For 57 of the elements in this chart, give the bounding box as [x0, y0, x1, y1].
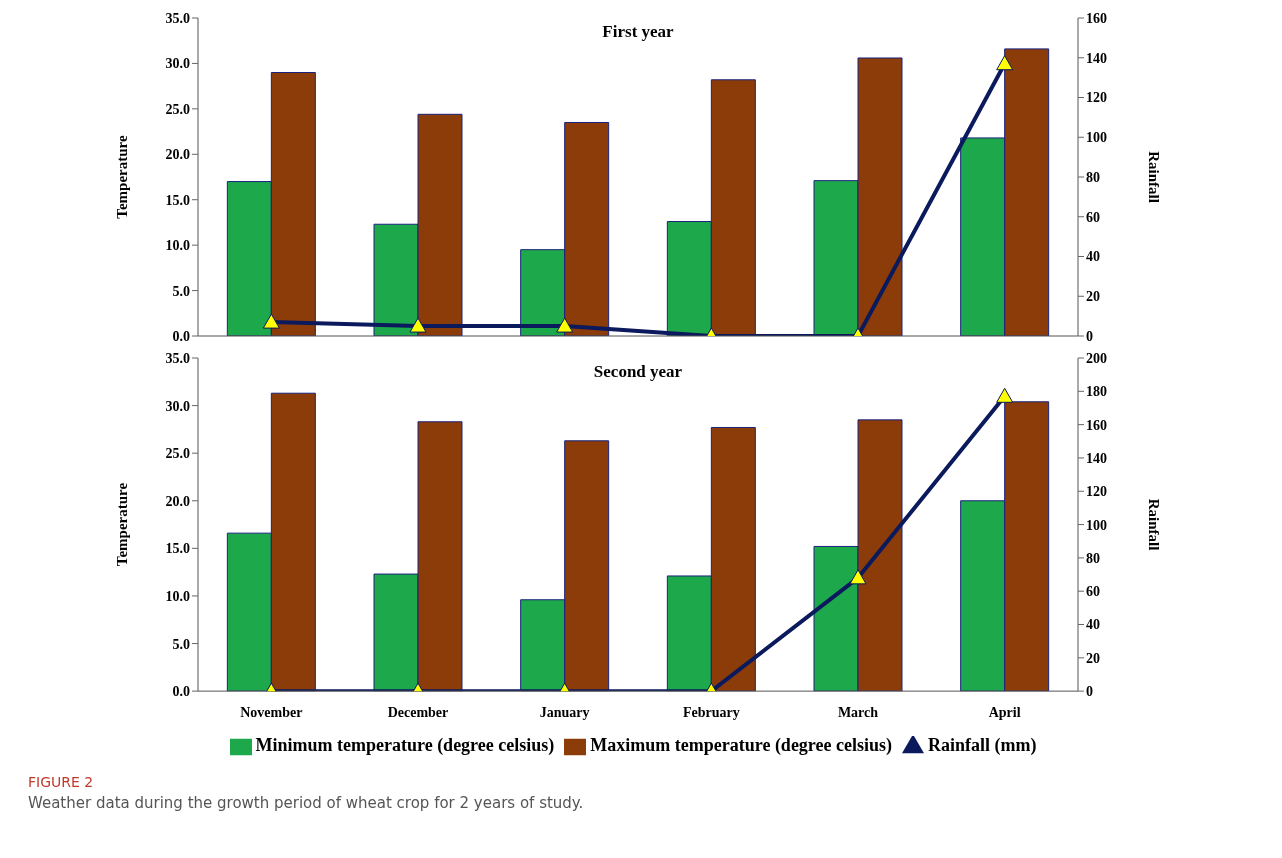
y2-tick-label: 0 — [1086, 684, 1093, 700]
y2-tick-label: 160 — [1086, 417, 1107, 433]
y2-tick-label: 100 — [1086, 130, 1107, 146]
y2-tick-label: 180 — [1086, 384, 1107, 400]
y2-tick-label: 160 — [1086, 10, 1107, 26]
y-tick-label: 30.0 — [165, 398, 190, 414]
y2-tick-label: 60 — [1086, 209, 1100, 225]
caption: FIGURE 2 — [28, 774, 95, 790]
y2-tick-label: 80 — [1086, 169, 1100, 185]
legend-label: Rainfall (mm) — [928, 735, 1037, 756]
y2-tick-label: 80 — [1086, 550, 1100, 566]
y-tick-label: 10.0 — [165, 588, 190, 604]
chart-title: First year — [602, 22, 674, 41]
x-tick-label: November — [240, 705, 303, 721]
y-axis-title: Temperature — [114, 482, 131, 567]
y-tick-label: 15.0 — [165, 192, 190, 208]
y-tick-label: 30.0 — [165, 56, 190, 72]
y2-tick-label: 40 — [1086, 617, 1100, 633]
y2-axis-title: Rainfall — [1145, 151, 1162, 203]
x-tick-label: February — [682, 705, 740, 721]
y-tick-label: 5.0 — [172, 636, 190, 652]
y2-tick-label: 60 — [1086, 584, 1100, 600]
y-tick-label: 0.0 — [172, 684, 190, 700]
y2-tick-label: 20 — [1086, 289, 1100, 305]
x-tick-label: December — [387, 705, 449, 721]
y2-tick-label: 120 — [1086, 90, 1107, 106]
x-tick-label: April — [988, 705, 1021, 721]
y2-axis-title: Rainfall — [1145, 498, 1162, 551]
y2-tick-label: 100 — [1086, 517, 1107, 533]
legend-label: Minimum temperature (degree celsius) — [255, 735, 555, 756]
y-tick-label: 20.0 — [165, 493, 190, 509]
y-tick-label: 15.0 — [165, 541, 190, 557]
y-tick-label: 25.0 — [165, 101, 190, 117]
y-axis-title: Temperature — [114, 135, 131, 219]
chart-title: Second year — [593, 362, 683, 381]
point — [996, 55, 1014, 71]
y-tick-label: 35.0 — [165, 10, 190, 26]
text: Weather data during the growth period of wheat crop for 2 years of study. — [28, 794, 585, 812]
point — [409, 317, 427, 333]
y2-tick-label: 0 — [1086, 328, 1093, 344]
y-tick-label: 5.0 — [172, 283, 190, 299]
point — [262, 313, 280, 329]
y2-tick-label: 140 — [1086, 450, 1107, 466]
point — [556, 317, 574, 333]
y-tick-label: 35.0 — [165, 350, 190, 366]
y2-tick-label: 40 — [1086, 249, 1100, 265]
x-tick-label: March — [837, 705, 879, 721]
x-tick-label: January — [539, 705, 590, 721]
y-tick-label: 0.0 — [172, 328, 190, 344]
y2-tick-label: 200 — [1086, 350, 1107, 366]
y2-tick-label: 140 — [1086, 50, 1107, 66]
legend-label: Maximum temperature (degree celsius) — [590, 735, 893, 756]
y2-tick-label: 120 — [1086, 484, 1107, 500]
y-tick-label: 10.0 — [165, 238, 190, 254]
y-tick-label: 20.0 — [165, 147, 190, 163]
y2-tick-label: 20 — [1086, 650, 1100, 666]
y-tick-label: 25.0 — [165, 446, 190, 462]
